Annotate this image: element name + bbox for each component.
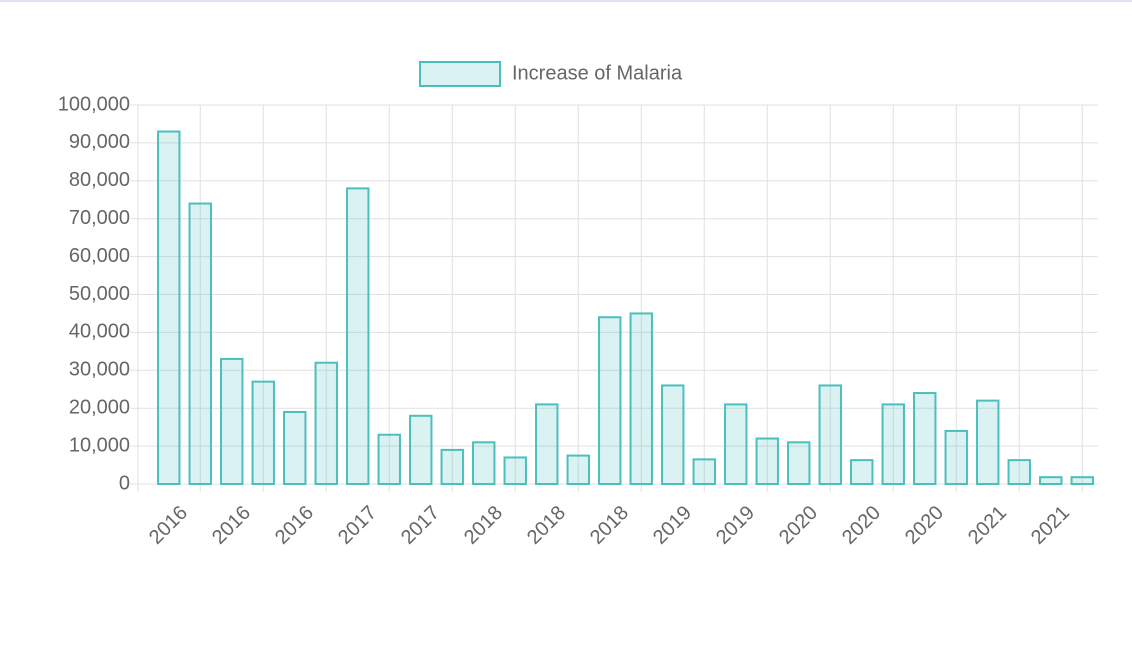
bar: [976, 399, 1000, 485]
x-tick-label: 2021: [964, 502, 1011, 549]
bar: [314, 361, 338, 485]
bar: [1007, 459, 1031, 485]
bar: [944, 429, 968, 486]
bar: [566, 454, 590, 486]
bar: [377, 433, 401, 486]
x-tick-label: 2016: [208, 502, 255, 549]
y-tick-label: 50,000: [69, 283, 130, 305]
bar: [850, 459, 874, 485]
x-tick-label: 2018: [586, 502, 633, 549]
bar: [755, 437, 779, 485]
x-tick-label: 2016: [271, 502, 318, 549]
bar: [188, 202, 212, 485]
x-tick-label: 2017: [397, 502, 444, 549]
bar: [818, 384, 842, 485]
top-border: [0, 0, 1132, 2]
bar: [692, 458, 716, 485]
y-tick-label: 0: [119, 472, 130, 494]
bar: [535, 403, 559, 485]
bar: [503, 456, 527, 486]
x-tick-label: 2017: [334, 502, 381, 549]
x-tick-label: 2016: [145, 502, 192, 549]
bar: [629, 312, 653, 486]
bar: [440, 448, 464, 486]
x-tick-label: 2018: [460, 502, 507, 549]
bar: [1070, 476, 1094, 486]
bar: [472, 441, 496, 485]
bar: [251, 380, 275, 486]
y-tick-label: 70,000: [69, 207, 130, 229]
y-tick-label: 60,000: [69, 245, 130, 267]
bar: [598, 316, 622, 485]
x-tick-label: 2021: [1027, 502, 1074, 549]
x-tick-label: 2019: [649, 502, 696, 549]
x-tick-label: 2018: [523, 502, 570, 549]
bar: [724, 403, 748, 485]
y-tick-label: 20,000: [69, 396, 130, 418]
y-tick-label: 30,000: [69, 359, 130, 381]
bar: [283, 410, 307, 485]
bar: [881, 403, 905, 485]
x-tick-label: 2020: [838, 502, 885, 549]
bar: [157, 130, 181, 485]
x-tick-label: 2020: [901, 502, 948, 549]
bar: [787, 441, 811, 485]
x-tick-label: 2019: [712, 502, 759, 549]
bar: [220, 357, 244, 485]
x-tick-label: 2020: [775, 502, 822, 549]
bar: [346, 187, 370, 485]
y-tick-label: 90,000: [69, 131, 130, 153]
y-tick-label: 80,000: [69, 169, 130, 191]
bar: [1039, 476, 1063, 486]
bar: [913, 392, 937, 486]
y-tick-label: 100,000: [58, 93, 130, 115]
bar: [661, 384, 685, 485]
y-tick-label: 40,000: [69, 321, 130, 343]
legend-label: Increase of Malaria: [512, 62, 683, 84]
legend-swatch: [419, 61, 501, 87]
bar: [409, 414, 433, 485]
y-tick-label: 10,000: [69, 434, 130, 456]
